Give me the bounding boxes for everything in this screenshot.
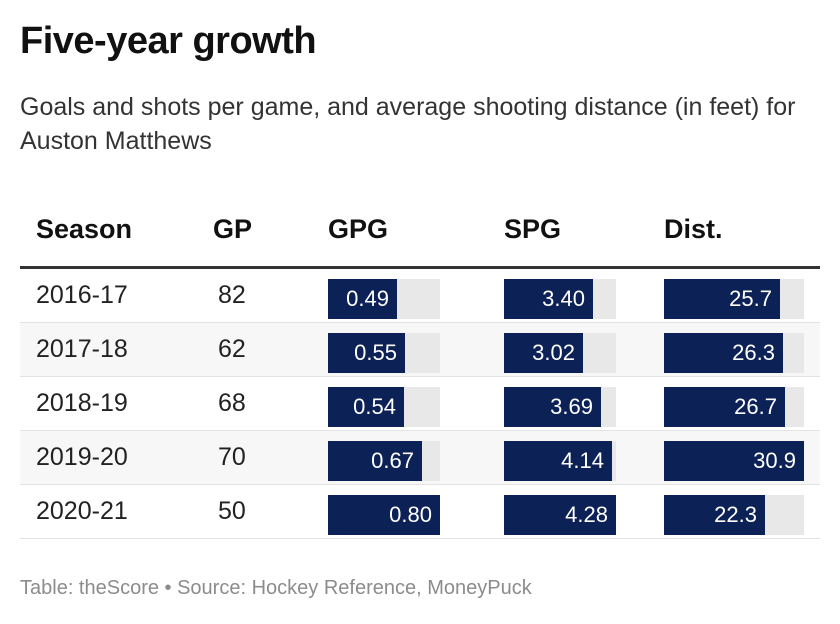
gpg-bar xyxy=(328,387,404,427)
spg-bar xyxy=(504,387,601,427)
gp-cell: 62 xyxy=(218,335,246,363)
table-row: 2018-19 68 0.54 3.69 26.7 xyxy=(20,377,820,431)
table-body: 2016-17 82 0.49 3.40 25.7 2017-18 62 0.55 3.02 26… xyxy=(20,269,820,539)
spg-bar-track: 4.14 xyxy=(504,441,616,481)
dist-bar-track: 25.7 xyxy=(664,279,804,319)
spg-bar xyxy=(504,333,583,373)
gpg-value-label: 0.55 xyxy=(354,340,397,365)
gpg-bar xyxy=(328,495,440,535)
dist-bar xyxy=(664,333,783,373)
gpg-bar-track: 0.55 xyxy=(328,333,440,373)
dist-bar-track: 26.3 xyxy=(664,333,804,373)
column-header-spg: SPG xyxy=(504,214,562,244)
gpg-bar xyxy=(328,333,405,373)
column-header-season: Season xyxy=(36,214,133,244)
dist-value-label: 26.3 xyxy=(732,340,775,365)
season-cell: 2019-20 xyxy=(36,443,128,471)
column-header-gp: GP xyxy=(213,214,253,244)
gp-cell: 68 xyxy=(218,389,246,417)
chart-subtitle: Goals and shots per game, and average sh… xyxy=(20,93,796,155)
dist-bar-track: 26.7 xyxy=(664,387,804,427)
spg-bar xyxy=(504,279,593,319)
gp-cell: 82 xyxy=(218,281,246,309)
spg-value-label: 3.02 xyxy=(532,340,575,365)
table-row: 2017-18 62 0.55 3.02 26.3 xyxy=(20,323,820,377)
dist-bar xyxy=(664,279,780,319)
table-row: 2020-21 50 0.80 4.28 22.3 xyxy=(20,485,820,539)
spg-bar xyxy=(504,495,616,535)
spg-bar-track: 3.40 xyxy=(504,279,616,319)
chart-footer: Table: theScore • Source: Hockey Referen… xyxy=(20,577,532,599)
dist-value-label: 26.7 xyxy=(734,394,777,419)
dist-bar-track: 30.9 xyxy=(664,441,804,481)
spg-bar-track: 4.28 xyxy=(504,495,616,535)
gpg-bar-track: 0.54 xyxy=(328,387,440,427)
gp-cell: 70 xyxy=(218,443,246,471)
gpg-bar xyxy=(328,441,422,481)
spg-value-label: 4.14 xyxy=(561,448,604,473)
season-cell: 2016-17 xyxy=(36,281,128,309)
gpg-bar-track: 0.80 xyxy=(328,495,440,535)
table-row: 2019-20 70 0.67 4.14 30.9 xyxy=(20,431,820,485)
gpg-bar xyxy=(328,279,397,319)
gpg-value-label: 0.67 xyxy=(371,448,414,473)
spg-value-label: 4.28 xyxy=(565,502,608,527)
dist-bar xyxy=(664,387,785,427)
season-cell: 2018-19 xyxy=(36,389,128,417)
gp-cell: 50 xyxy=(218,497,246,525)
column-header-dist: Dist. xyxy=(664,214,723,244)
table-header: Season GP GPG SPG Dist. xyxy=(20,200,820,269)
spg-bar-track: 3.02 xyxy=(504,333,616,373)
spg-value-label: 3.69 xyxy=(550,394,593,419)
chart-title: Five-year growth xyxy=(20,20,317,62)
spg-bar-track: 3.69 xyxy=(504,387,616,427)
gpg-value-label: 0.54 xyxy=(353,394,396,419)
table-row: 2016-17 82 0.49 3.40 25.7 xyxy=(20,269,820,323)
dist-bar-track: 22.3 xyxy=(664,495,804,535)
season-cell: 2020-21 xyxy=(36,497,128,525)
data-table: Season GP GPG SPG Dist. 2016-17 82 0.49 3.4… xyxy=(20,200,820,539)
dist-value-label: 22.3 xyxy=(714,502,757,527)
gpg-bar-track: 0.67 xyxy=(328,441,440,481)
season-cell: 2017-18 xyxy=(36,335,128,363)
spg-bar xyxy=(504,441,612,481)
column-header-gpg: GPG xyxy=(328,214,389,244)
dist-value-label: 30.9 xyxy=(753,448,796,473)
dist-bar xyxy=(664,441,804,481)
gpg-value-label: 0.80 xyxy=(389,502,432,527)
dist-bar xyxy=(664,495,765,535)
dist-value-label: 25.7 xyxy=(729,286,772,311)
gpg-value-label: 0.49 xyxy=(346,286,389,311)
gpg-bar-track: 0.49 xyxy=(328,279,440,319)
spg-value-label: 3.40 xyxy=(542,286,585,311)
